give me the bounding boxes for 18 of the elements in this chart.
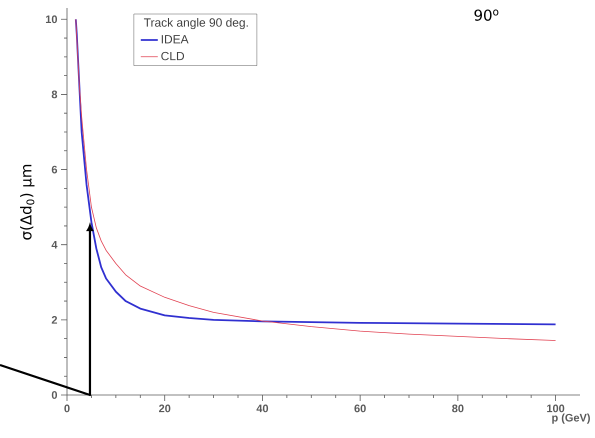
y-tick-label: 2 — [52, 316, 58, 324]
x-tick-label: 60 — [354, 404, 366, 412]
x-tick-label: 0 — [64, 404, 70, 412]
annotation: 90$^{o}$ — [474, 10, 498, 21]
y-tick-label: 6 — [52, 166, 58, 174]
y-tick-label: 10 — [46, 15, 58, 24]
y-tick-label: 8 — [52, 90, 58, 98]
legend-title: Track angle 90 deg. — [144, 18, 248, 30]
x-tick-label: 40 — [256, 404, 268, 412]
x-tick-label: 20 — [158, 404, 170, 412]
x-tick-label: 100 — [547, 404, 564, 412]
y-axis-title: σ(Δd$_{0}$) μm — [20, 164, 34, 240]
legend-label: CLD — [161, 52, 184, 60]
y-tick-label: 4 — [52, 240, 58, 248]
x-axis-title: p (GeV) — [552, 414, 590, 424]
legend-label: IDEA — [162, 35, 189, 44]
y-tick-label: 0 — [52, 391, 58, 399]
x-tick-label: 80 — [452, 404, 464, 412]
